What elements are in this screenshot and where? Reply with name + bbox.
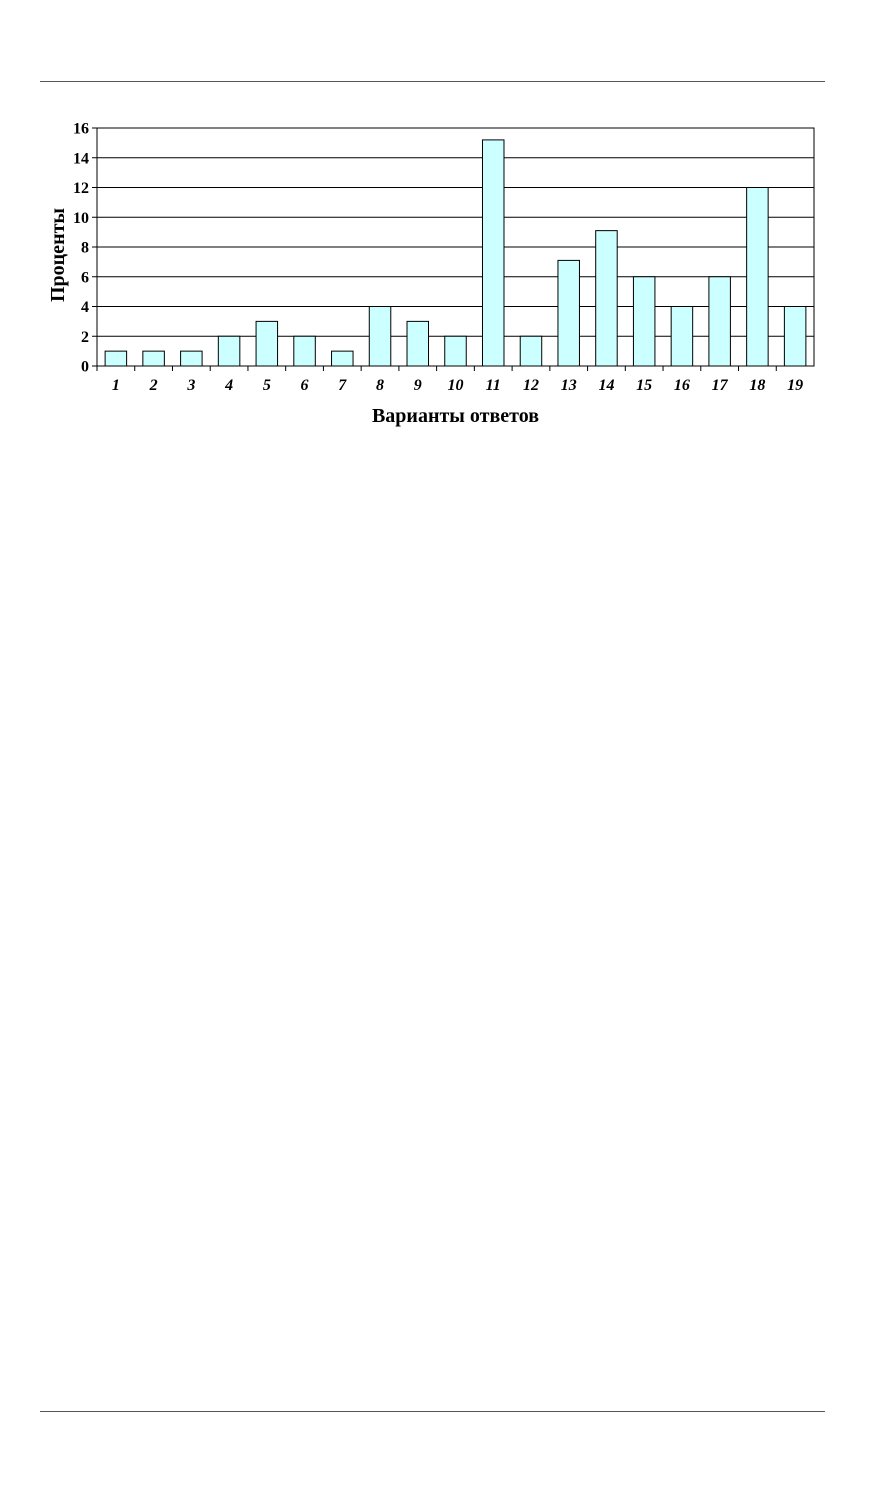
y-tick-labels: 0 2 4 6 8 10 12 14 16 (73, 121, 89, 376)
bar-1 (104, 350, 128, 367)
x-tick-label: 17 (712, 377, 729, 394)
x-tick-labels: 1 2 3 4 5 6 7 8 9 10 11 12 13 14 15 16 17 18 19 (112, 377, 803, 394)
y-tick-label: 0 (81, 359, 89, 376)
bar-15 (632, 276, 656, 367)
grid-lines (92, 127, 814, 367)
bar-9 (406, 320, 430, 367)
bar-14 (595, 230, 618, 367)
x-tick-label: 13 (561, 377, 577, 394)
bar-16 (670, 306, 694, 367)
bar-13 (557, 259, 580, 367)
bars (96, 139, 807, 371)
bar-19 (783, 306, 807, 367)
x-tick-label: 16 (674, 377, 690, 394)
x-tick-label: 12 (523, 377, 539, 394)
y-tick-label: 2 (81, 329, 89, 346)
plot-frame (96, 127, 815, 367)
x-tick-label: 3 (186, 377, 195, 394)
y-tick-label: 4 (81, 299, 89, 316)
bar-5 (255, 320, 279, 367)
y-axis-label: Проценты (47, 208, 69, 302)
bar-6 (293, 335, 316, 367)
bar-11 (481, 139, 505, 367)
bar-17 (708, 276, 731, 367)
y-tick-label: 6 (81, 269, 89, 286)
y-tick-label: 14 (73, 150, 89, 167)
top-rule (40, 81, 825, 82)
y-tick-label: 12 (73, 180, 89, 197)
y-tick-label: 16 (73, 121, 89, 138)
x-tick-label: 10 (448, 377, 464, 394)
y-tick-label: 8 (81, 240, 89, 257)
x-tick-label: 19 (787, 377, 803, 394)
bar-7 (331, 350, 354, 367)
x-tick-label: 2 (149, 377, 158, 394)
bar-18 (746, 187, 769, 367)
x-tick-label: 14 (598, 377, 614, 394)
x-tick-label: 1 (112, 377, 120, 394)
bar-12 (519, 335, 543, 367)
x-tick-label: 9 (414, 377, 422, 394)
x-tick-label: 4 (224, 377, 233, 394)
x-tick-label: 7 (338, 377, 347, 394)
x-tick-label: 8 (376, 377, 384, 394)
bar-3 (180, 350, 203, 367)
y-tick-label: 10 (73, 210, 89, 227)
bar-2 (142, 350, 165, 367)
x-tick-label: 15 (636, 377, 652, 394)
x-tick-label: 18 (749, 377, 765, 394)
bar-10 (444, 335, 467, 367)
x-tick-label: 6 (301, 377, 309, 394)
x-axis-label: Варианты ответов (372, 405, 539, 427)
bottom-rule (40, 1411, 825, 1412)
x-tick-label: 11 (486, 377, 501, 394)
x-tick-label: 5 (263, 377, 271, 394)
bar-4 (217, 335, 241, 367)
bar-8 (368, 306, 392, 367)
